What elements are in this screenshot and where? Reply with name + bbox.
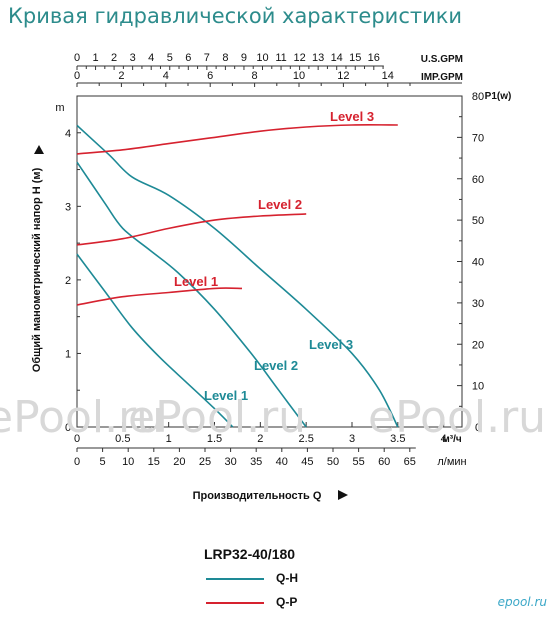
y-left-tick-label: 2 (65, 275, 71, 287)
y-axis-arrow-icon (34, 145, 44, 154)
y-right-tick-label: 20 (472, 339, 484, 351)
lmin-tick-label: 40 (276, 456, 288, 468)
lmin-tick-label: 60 (378, 456, 390, 468)
usgpm-tick-label: 9 (241, 52, 247, 64)
x-primary-tick-label: 1.5 (207, 433, 222, 445)
lmin-tick-label: 55 (352, 456, 364, 468)
usgpm-tick-label: 16 (368, 52, 380, 64)
qp-label-1: Level 1 (174, 274, 218, 289)
usgpm-tick-label: 7 (204, 52, 210, 64)
impgpm-tick-label: 0 (74, 70, 80, 82)
impgpm-tick-label: 14 (382, 70, 394, 82)
impgpm-tick-label: 8 (252, 70, 258, 82)
usgpm-tick-label: 11 (275, 52, 286, 64)
impgpm-tick-label: 12 (337, 70, 349, 82)
y-right-tick-label: 40 (472, 257, 484, 269)
lmin-tick-label: 65 (404, 456, 416, 468)
lmin-tick-label: 10 (122, 456, 134, 468)
impgpm-tick-label: 4 (163, 70, 169, 82)
usgpm-tick-label: 8 (222, 52, 228, 64)
y-left-tick-label: 3 (65, 201, 71, 213)
usgpm-tick-label: 4 (148, 52, 154, 64)
usgpm-tick-label: 13 (312, 52, 324, 64)
y-right-tick-label: 50 (472, 215, 484, 227)
lmin-tick-label: 45 (301, 456, 313, 468)
y-left-tick-label: 1 (65, 348, 71, 360)
watermark-right: ePool.ru (368, 392, 547, 443)
usgpm-tick-label: 15 (349, 52, 361, 64)
usgpm-tick-label: 5 (167, 52, 173, 64)
legend-line-qh (206, 578, 264, 580)
y-left-tick-label: 4 (65, 128, 71, 140)
brand-logo: epool.ru (497, 595, 547, 609)
usgpm-tick-label: 2 (111, 52, 117, 64)
axis-ticks: 0 1 2 3 4 5 6 7 8 9 10 11 12 13 14 15 160 2 4 6 8 10 12 1401234… (65, 52, 484, 468)
y-right-tick-label: 70 (472, 132, 484, 144)
y-right-tick-label: 80 (472, 91, 484, 103)
y-right-tick-label: 10 (472, 381, 484, 393)
impgpm-tick-label: 6 (207, 70, 213, 82)
page-title: Кривая гидравлической характеристики (8, 4, 463, 28)
impgpm-unit-label: IMP.GPM (421, 72, 463, 83)
qp-label-2: Level 2 (258, 197, 302, 212)
legend-label-qh: Q-H (276, 571, 298, 585)
x-primary-tick-label: 0.5 (115, 433, 130, 445)
usgpm-tick-label: 12 (293, 52, 305, 64)
chart-curves (76, 124, 399, 428)
x-primary-tick-label: 3.5 (390, 433, 405, 445)
impgpm-tick-label: 2 (118, 70, 124, 82)
x-primary-tick-label: 0 (74, 433, 80, 445)
usgpm-tick-label: 1 (92, 52, 98, 64)
qp-curve-level-2 (76, 213, 307, 246)
qh-label-3: Level 3 (309, 337, 353, 352)
lmin-tick-label: 0 (74, 456, 80, 468)
usgpm-tick-label: 3 (130, 52, 136, 64)
lmin-tick-label: 5 (100, 456, 106, 468)
x-axis-arrow-icon (338, 490, 348, 500)
chart-frame (76, 65, 463, 449)
lmin-tick-label: 25 (199, 456, 211, 468)
usgpm-tick-label: 0 (74, 52, 80, 64)
usgpm-tick-label: 6 (185, 52, 191, 64)
usgpm-unit-label: U.S.GPM (421, 54, 463, 65)
qh-curve-level-3 (76, 124, 399, 428)
qp-curve-level-3 (76, 124, 398, 155)
x-primary-tick-label: 1 (166, 433, 172, 445)
usgpm-tick-label: 10 (256, 52, 268, 64)
qh-curve-level-1 (76, 253, 234, 428)
y-axis-label: Общий манометрический напор H (м) (31, 167, 43, 372)
pump-model: LRP32-40/180 (204, 546, 296, 562)
x-primary-tick-label: 2 (257, 433, 263, 445)
lmin-unit: л/мин (437, 456, 466, 468)
y-left-unit: m (55, 102, 64, 114)
qh-label-1: Level 1 (204, 388, 248, 403)
chart-labels: U.S.GPM IMP.GPM m Общий манометрический нап… (31, 54, 511, 502)
legend-label-qp: Q-P (276, 595, 298, 609)
x-primary-tick-label: 3 (349, 433, 355, 445)
qh-curve-level-2 (76, 161, 307, 428)
qp-label-3: Level 3 (330, 109, 374, 124)
lmin-tick-label: 30 (224, 456, 236, 468)
impgpm-tick-label: 10 (293, 70, 305, 82)
y-right-tick-label: 0 (475, 422, 481, 434)
lmin-tick-label: 15 (148, 456, 160, 468)
x-primary-tick-label: 2.5 (299, 433, 314, 445)
qp-curve-level-1 (76, 287, 243, 306)
y-right-tick-label: 30 (472, 298, 484, 310)
legend-line-qp (206, 602, 264, 604)
y-right-unit: P1(w) (485, 91, 512, 102)
x-primary-unit: м³/ч (442, 434, 462, 445)
watermark-left: ePool.ru (0, 392, 165, 443)
y-right-tick-label: 60 (472, 174, 484, 186)
x-primary-tick-label: 4 (441, 433, 447, 445)
x-axis-label: Производительность Q (193, 490, 322, 502)
lmin-tick-label: 35 (250, 456, 262, 468)
usgpm-tick-label: 14 (331, 52, 343, 64)
y-left-tick-label: 0 (65, 422, 71, 434)
lmin-tick-label: 20 (173, 456, 185, 468)
qh-label-2: Level 2 (254, 358, 298, 373)
lmin-tick-label: 50 (327, 456, 339, 468)
watermark-center: ePool.ru (128, 392, 307, 443)
